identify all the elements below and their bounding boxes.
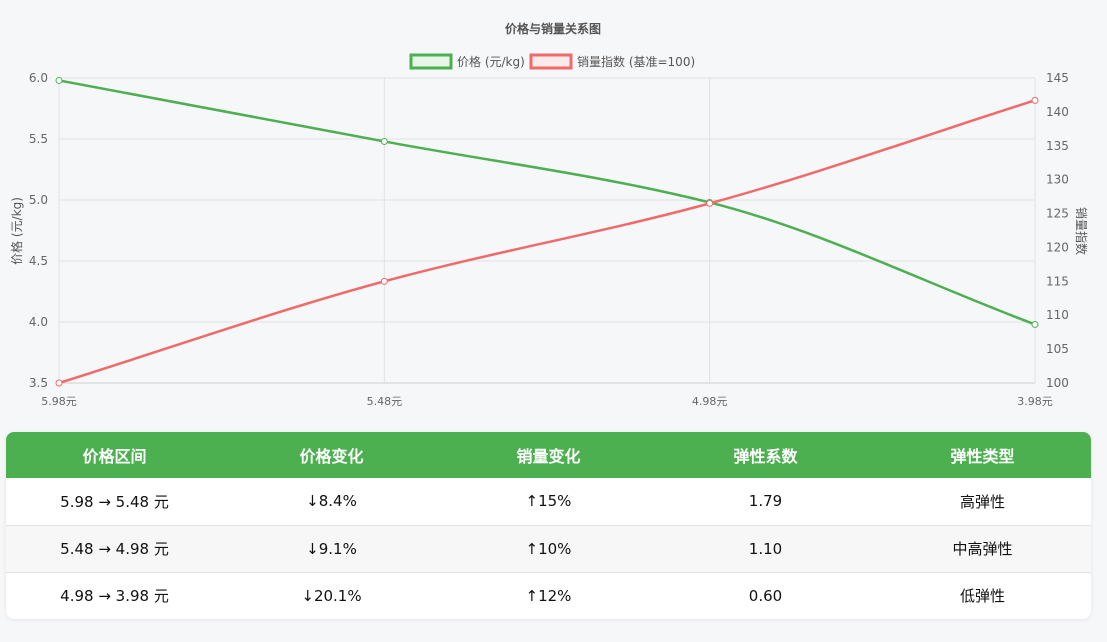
- cell-price-change: ↓20.1%: [301, 586, 362, 605]
- y-tick-label: 5.5: [29, 132, 48, 146]
- sales-series-line: [58, 99, 1036, 385]
- x-tick-label: 5.98元: [41, 395, 77, 408]
- header-sales-change: 销量变化: [516, 447, 581, 466]
- y2-tick-label: 100: [1046, 376, 1069, 390]
- price-data-point[interactable]: [55, 76, 63, 84]
- header-elasticity-coef: 弹性系数: [733, 447, 798, 466]
- legend: 价格 (元/kg) 销量指数 (基准=100): [409, 53, 695, 70]
- price-sales-chart: 价格与销量关系图 价格 (元/kg) 销量指数 (基准=100) 6.0 5.5 5…: [9, 21, 1089, 408]
- y-tick-label: 4.5: [29, 254, 48, 268]
- y2-tick-label: 105: [1046, 342, 1069, 356]
- y-tick-label: 5.0: [29, 193, 48, 207]
- sales-data-point[interactable]: [55, 379, 63, 387]
- y-axis-label: 价格 (元/kg): [9, 197, 24, 265]
- y2-tick-label: 115: [1046, 274, 1069, 288]
- cell-elasticity-coef: 0.60: [748, 586, 783, 605]
- y2-tick-label: 140: [1046, 105, 1069, 119]
- y2-tick-label: 135: [1046, 139, 1069, 153]
- sales-data-point[interactable]: [706, 199, 714, 207]
- cell-price-range: 5.48 → 4.98 元: [60, 540, 169, 558]
- x-tick-label: 3.98元: [1017, 395, 1053, 408]
- x-tick-label: 5.48元: [367, 395, 403, 408]
- cell-elasticity-type: 高弹性: [959, 492, 1005, 511]
- chart-title: 价格与销量关系图: [505, 21, 601, 36]
- x-axis-ticks: 5.98元 5.48元 4.98元 3.98元: [41, 395, 1053, 408]
- table-row: 4.98 → 3.98 元 ↓20.1% ↑12% 0.60 低弹性: [6, 572, 1091, 619]
- y2-tick-label: 110: [1046, 308, 1069, 322]
- cell-price-change: ↓8.4%: [306, 492, 357, 511]
- elasticity-table-card: 价格区间 价格变化 销量变化 弹性系数 弹性类型 5.98 → 5.48 元 ↓…: [6, 432, 1091, 619]
- sales-data-point[interactable]: [1031, 96, 1039, 104]
- cell-sales-change: ↑12%: [525, 586, 572, 605]
- legend-item-price[interactable]: 价格 (元/kg): [409, 53, 525, 70]
- table-header-row: 价格区间 价格变化 销量变化 弹性系数 弹性类型: [6, 432, 1091, 478]
- y-tick-label: 4.0: [29, 315, 48, 329]
- grid: [58, 77, 1036, 384]
- y2-axis-label: 销量指数: [1074, 207, 1089, 255]
- y2-tick-label: 125: [1046, 207, 1069, 221]
- y-tick-label: 6.0: [29, 71, 48, 85]
- cell-price-range: 5.98 → 5.48 元: [60, 492, 169, 511]
- price-data-point[interactable]: [380, 137, 388, 145]
- header-price-change: 价格变化: [299, 447, 364, 466]
- x-tick-label: 4.98元: [692, 395, 728, 408]
- cell-sales-change: ↑10%: [525, 539, 572, 558]
- legend-swatch-price: [409, 53, 453, 70]
- elasticity-table: 价格区间 价格变化 销量变化 弹性系数 弹性类型 5.98 → 5.48 元 ↓…: [6, 432, 1091, 619]
- price-data-point[interactable]: [1031, 320, 1039, 328]
- cell-elasticity-type: 低弹性: [959, 587, 1005, 606]
- cell-elasticity-coef: 1.10: [748, 539, 783, 558]
- cell-elasticity-coef: 1.79: [748, 492, 783, 511]
- y2-tick-label: 145: [1046, 71, 1069, 85]
- table-row: 5.48 → 4.98 元 ↓9.1% ↑10% 1.10 中高弹性: [6, 525, 1091, 572]
- y-axis-ticks: 6.0 5.5 5.0 4.5 4.0 3.5: [29, 71, 48, 390]
- price-series-line: [58, 79, 1036, 326]
- table-row: 5.98 → 5.48 元 ↓8.4% ↑15% 1.79 高弹性: [6, 478, 1091, 525]
- legend-label-price: 价格 (元/kg): [457, 54, 525, 69]
- header-price-range: 价格区间: [82, 447, 147, 466]
- cell-price-change: ↓9.1%: [306, 539, 357, 558]
- cell-sales-change: ↑15%: [525, 492, 572, 511]
- cell-price-range: 4.98 → 3.98 元: [60, 587, 169, 606]
- legend-swatch-sales: [529, 53, 573, 70]
- cell-elasticity-type: 中高弹性: [952, 540, 1013, 558]
- y2-tick-label: 130: [1046, 173, 1069, 187]
- legend-label-sales: 销量指数 (基准=100): [577, 54, 695, 69]
- y-tick-label: 3.5: [29, 376, 48, 390]
- y2-axis-ticks: 145 140 135 130 125 120 115 110 105 100: [1046, 71, 1069, 390]
- legend-item-sales[interactable]: 销量指数 (基准=100): [529, 53, 695, 70]
- series-layer: [55, 76, 1039, 387]
- y2-tick-label: 120: [1046, 240, 1069, 254]
- sales-data-point[interactable]: [380, 277, 388, 285]
- header-elasticity-type: 弹性类型: [950, 447, 1015, 466]
